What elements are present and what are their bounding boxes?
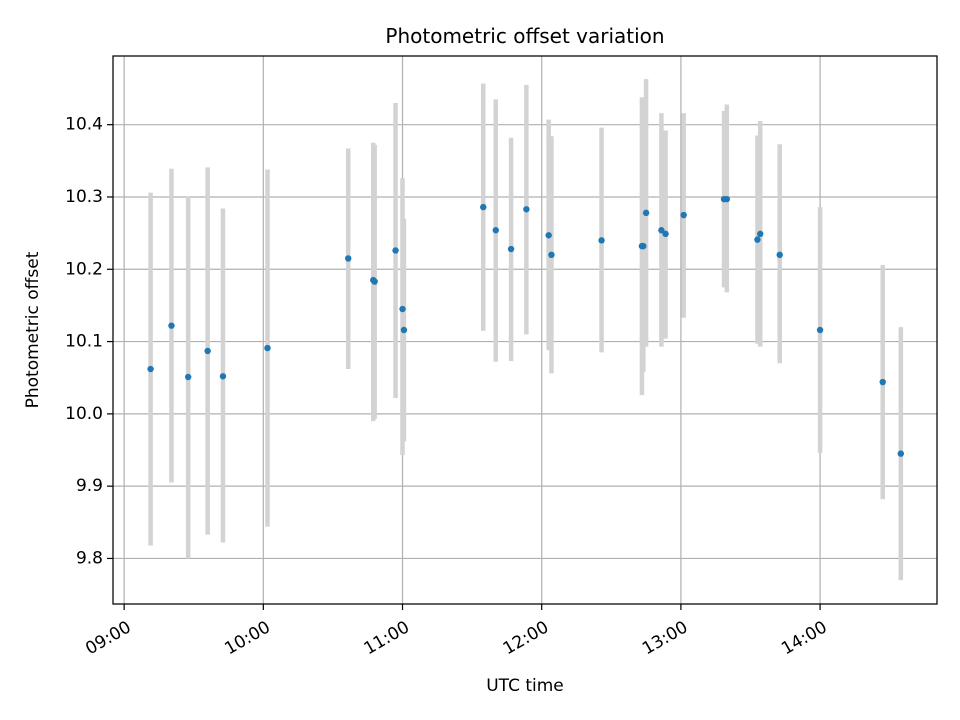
x-axis-label: UTC time [486, 676, 564, 696]
data-point [548, 251, 555, 259]
y-axis-label: Photometric offset [23, 251, 43, 408]
data-point [776, 251, 783, 259]
y-axis-ticks: 9.8 9.9 10.0 10.1 10.2 10.3 10.4 [65, 115, 113, 568]
data-point [545, 232, 552, 239]
data-point [400, 326, 408, 334]
data-point [492, 227, 499, 234]
data-point [897, 450, 905, 457]
data-point [168, 322, 175, 329]
data-point [399, 305, 406, 313]
data-point [184, 373, 192, 381]
y-tick-label: 10.4 [65, 115, 103, 135]
data-point [480, 203, 487, 211]
data-point [264, 344, 271, 352]
y-tick-label: 10.0 [65, 404, 103, 424]
data-point [754, 236, 761, 243]
data-point [523, 206, 530, 213]
chart-title: Photometric offset variation [385, 24, 664, 48]
data-point [147, 365, 154, 373]
data-point [658, 227, 665, 234]
data-point [392, 247, 399, 254]
data-point [598, 237, 605, 244]
y-tick-label: 10.2 [65, 259, 103, 279]
y-tick-label: 9.9 [76, 476, 103, 496]
y-tick-label: 10.3 [65, 187, 103, 207]
y-tick-label: 10.1 [65, 332, 103, 352]
data-point [371, 278, 378, 285]
y-tick-label: 9.8 [76, 548, 103, 568]
data-point [816, 326, 824, 334]
data-point [757, 230, 764, 238]
data-point [640, 242, 647, 250]
data-point [879, 378, 886, 386]
plot-frame [112, 55, 938, 605]
data-point [204, 347, 211, 355]
data-points [147, 195, 905, 457]
data-point [662, 230, 669, 238]
data-point [642, 209, 650, 217]
data-point [723, 195, 731, 203]
data-point [219, 373, 227, 380]
data-point [345, 255, 352, 262]
data-point [680, 211, 687, 219]
data-point [507, 245, 515, 253]
